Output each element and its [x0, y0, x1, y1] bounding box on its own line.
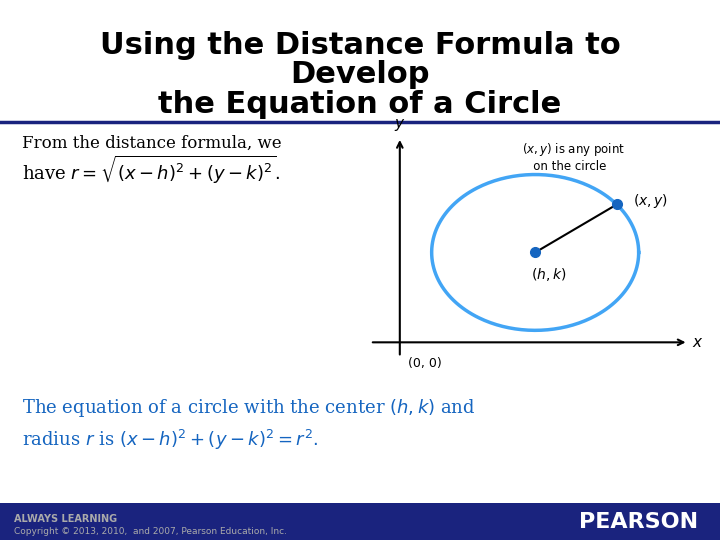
Text: $(x, y)$ is any point
   on the circle: $(x, y)$ is any point on the circle [523, 141, 626, 173]
Text: The equation of a circle with the center $(h, k)$ and: The equation of a circle with the center… [22, 397, 475, 418]
Text: ALWAYS LEARNING: ALWAYS LEARNING [14, 515, 117, 524]
Text: the Equation of a Circle: the Equation of a Circle [158, 90, 562, 119]
Text: PEARSON: PEARSON [580, 511, 698, 532]
Text: radius $r$ is $(x-h)^2 + (y-k)^2 = r^2.$: radius $r$ is $(x-h)^2 + (y-k)^2 = r^2.$ [22, 428, 318, 452]
Text: Using the Distance Formula to: Using the Distance Formula to [99, 31, 621, 60]
Text: From the distance formula, we: From the distance formula, we [22, 134, 282, 152]
Text: $(x, y)$: $(x, y)$ [633, 192, 668, 211]
Text: Copyright © 2013, 2010,  and 2007, Pearson Education, Inc.: Copyright © 2013, 2010, and 2007, Pearso… [14, 527, 287, 536]
Text: $x$: $x$ [693, 335, 704, 350]
FancyBboxPatch shape [0, 503, 720, 540]
Text: $y$: $y$ [394, 117, 405, 133]
Text: Develop: Develop [290, 60, 430, 89]
Text: (0, 0): (0, 0) [408, 357, 441, 370]
Text: have $r = \sqrt{(x-h)^2 + (y-k)^2}.$: have $r = \sqrt{(x-h)^2 + (y-k)^2}.$ [22, 154, 279, 186]
Text: $(h, k)$: $(h, k)$ [531, 266, 567, 283]
